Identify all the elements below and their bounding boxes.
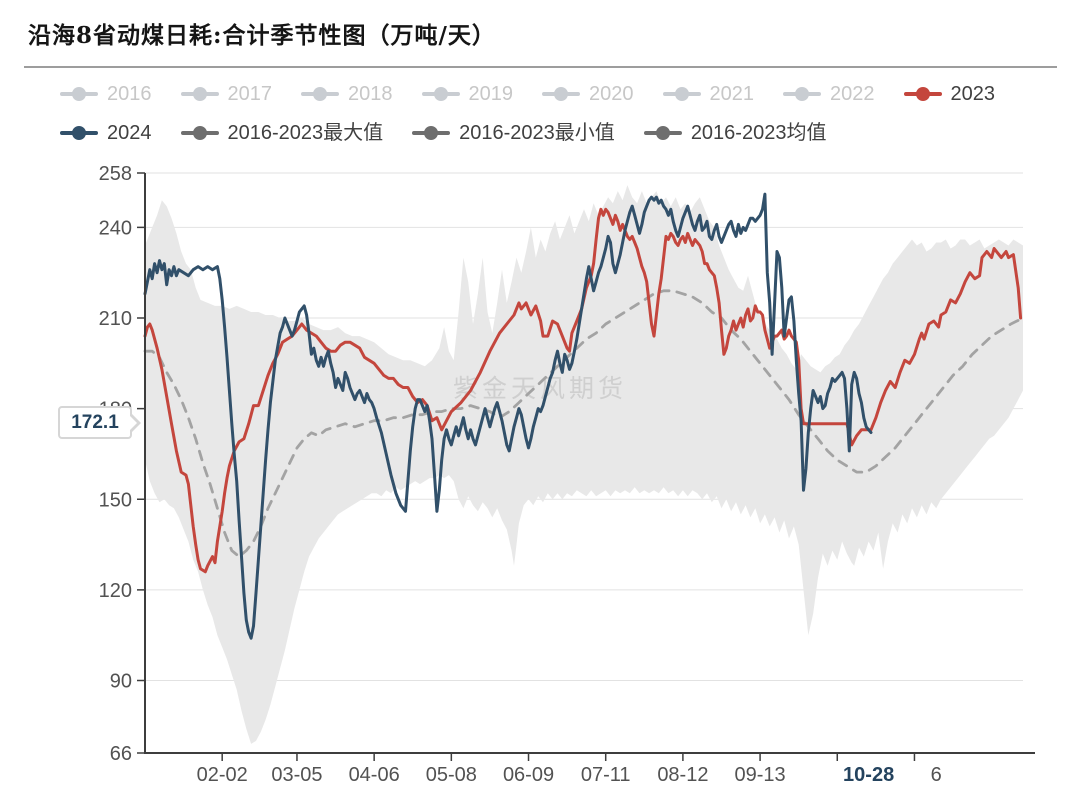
series-2024-line	[143, 192, 873, 640]
legend-line-dot-icon	[421, 86, 460, 101]
legend: 2016 2017 2018 2019 2020 2021 2022 2023 2024 2016…	[60, 74, 1060, 152]
x-axis-label-10-28-current: 10-28	[843, 764, 894, 786]
x-axis-label-05-08: 05-08	[426, 764, 477, 786]
legend-item-2021[interactable]: 2021	[662, 82, 755, 105]
y-axis-label-150: 150	[99, 489, 132, 511]
legend-line-dot-icon	[412, 125, 451, 140]
legend-line-dot-icon	[60, 86, 98, 101]
title-divider	[24, 66, 1057, 68]
legend-label: 2020	[589, 82, 634, 105]
legend-line-dot-icon	[783, 86, 821, 101]
legend-label: 2016-2023均值	[690, 121, 827, 144]
legend-label: 2017	[227, 82, 273, 105]
legend-item-2024[interactable]: 2024	[60, 123, 152, 143]
legend-item-2019[interactable]: 2019	[421, 82, 514, 105]
legend-line-dot-icon	[662, 86, 701, 101]
legend-item-2018[interactable]: 2018	[301, 84, 393, 104]
legend-label: 2019	[468, 82, 514, 105]
legend-item-2020[interactable]: 2020	[542, 84, 634, 104]
y-axis-label-66: 66	[110, 743, 132, 765]
x-axis-label-6: 6	[931, 764, 942, 786]
legend-line-dot-icon	[301, 86, 339, 101]
legend-item-2016[interactable]: 2016	[60, 84, 152, 104]
legend-label: 2022	[830, 82, 875, 105]
band-min-max-area	[145, 185, 1023, 744]
legend-item-2022[interactable]: 2022	[783, 84, 875, 104]
legend-line-dot-icon	[60, 125, 98, 140]
y-axis-label-240: 240	[99, 217, 132, 239]
page-title: 沿海8省动煤日耗:合计季节性图（万吨/天）	[28, 22, 496, 49]
legend-item-2016-2023最大值[interactable]: 2016-2023最大值	[180, 121, 384, 144]
legend-row-2: 2024 2016-2023最大值 2016-2023最小值 2016-2023均值	[60, 113, 1060, 152]
legend-row-1: 2016 2017 2018 2019 2020 2021 2022 2023	[60, 74, 1060, 113]
legend-item-2016-2023最小值[interactable]: 2016-2023最小值	[412, 123, 615, 143]
x-axis-label-09-13: 09-13	[735, 764, 786, 786]
legend-line-dot-icon	[542, 86, 580, 101]
legend-label: 2016	[107, 82, 152, 105]
y-axis-label-90: 90	[110, 671, 132, 693]
legend-label: 2016-2023最大值	[227, 121, 384, 144]
legend-label: 2016-2023最小值	[459, 121, 615, 144]
x-axis-label-07-11: 07-11	[581, 764, 631, 786]
legend-item-2017[interactable]: 2017	[180, 82, 273, 105]
legend-item-2023[interactable]: 2023	[903, 82, 996, 105]
x-axis-label-02-02: 02-02	[197, 764, 248, 786]
latest-value-text: 172.1	[71, 411, 119, 433]
legend-line-dot-icon	[180, 125, 219, 140]
latest-value-badge: 172.1	[58, 406, 132, 439]
x-axis-label-04-06: 04-06	[349, 764, 400, 786]
x-axis-label-08-12: 08-12	[657, 764, 708, 786]
x-axis-label-06-09: 06-09	[503, 764, 554, 786]
y-axis-label-120: 120	[99, 580, 132, 602]
legend-label: 2024	[107, 121, 152, 144]
watermark: 紫金天风期货	[453, 375, 627, 403]
legend-line-dot-icon	[643, 125, 682, 140]
legend-item-2016-2023均值[interactable]: 2016-2023均值	[643, 121, 827, 144]
legend-line-dot-icon	[903, 86, 942, 101]
legend-label: 2021	[709, 82, 755, 105]
x-axis-label-03-05: 03-05	[271, 764, 322, 786]
legend-label: 2018	[348, 82, 393, 105]
series-2023-line	[143, 207, 1023, 574]
legend-label: 2023	[950, 82, 996, 105]
y-axis-label-210: 210	[99, 308, 132, 330]
legend-line-dot-icon	[180, 86, 219, 101]
y-axis-label-258: 258	[99, 163, 132, 185]
